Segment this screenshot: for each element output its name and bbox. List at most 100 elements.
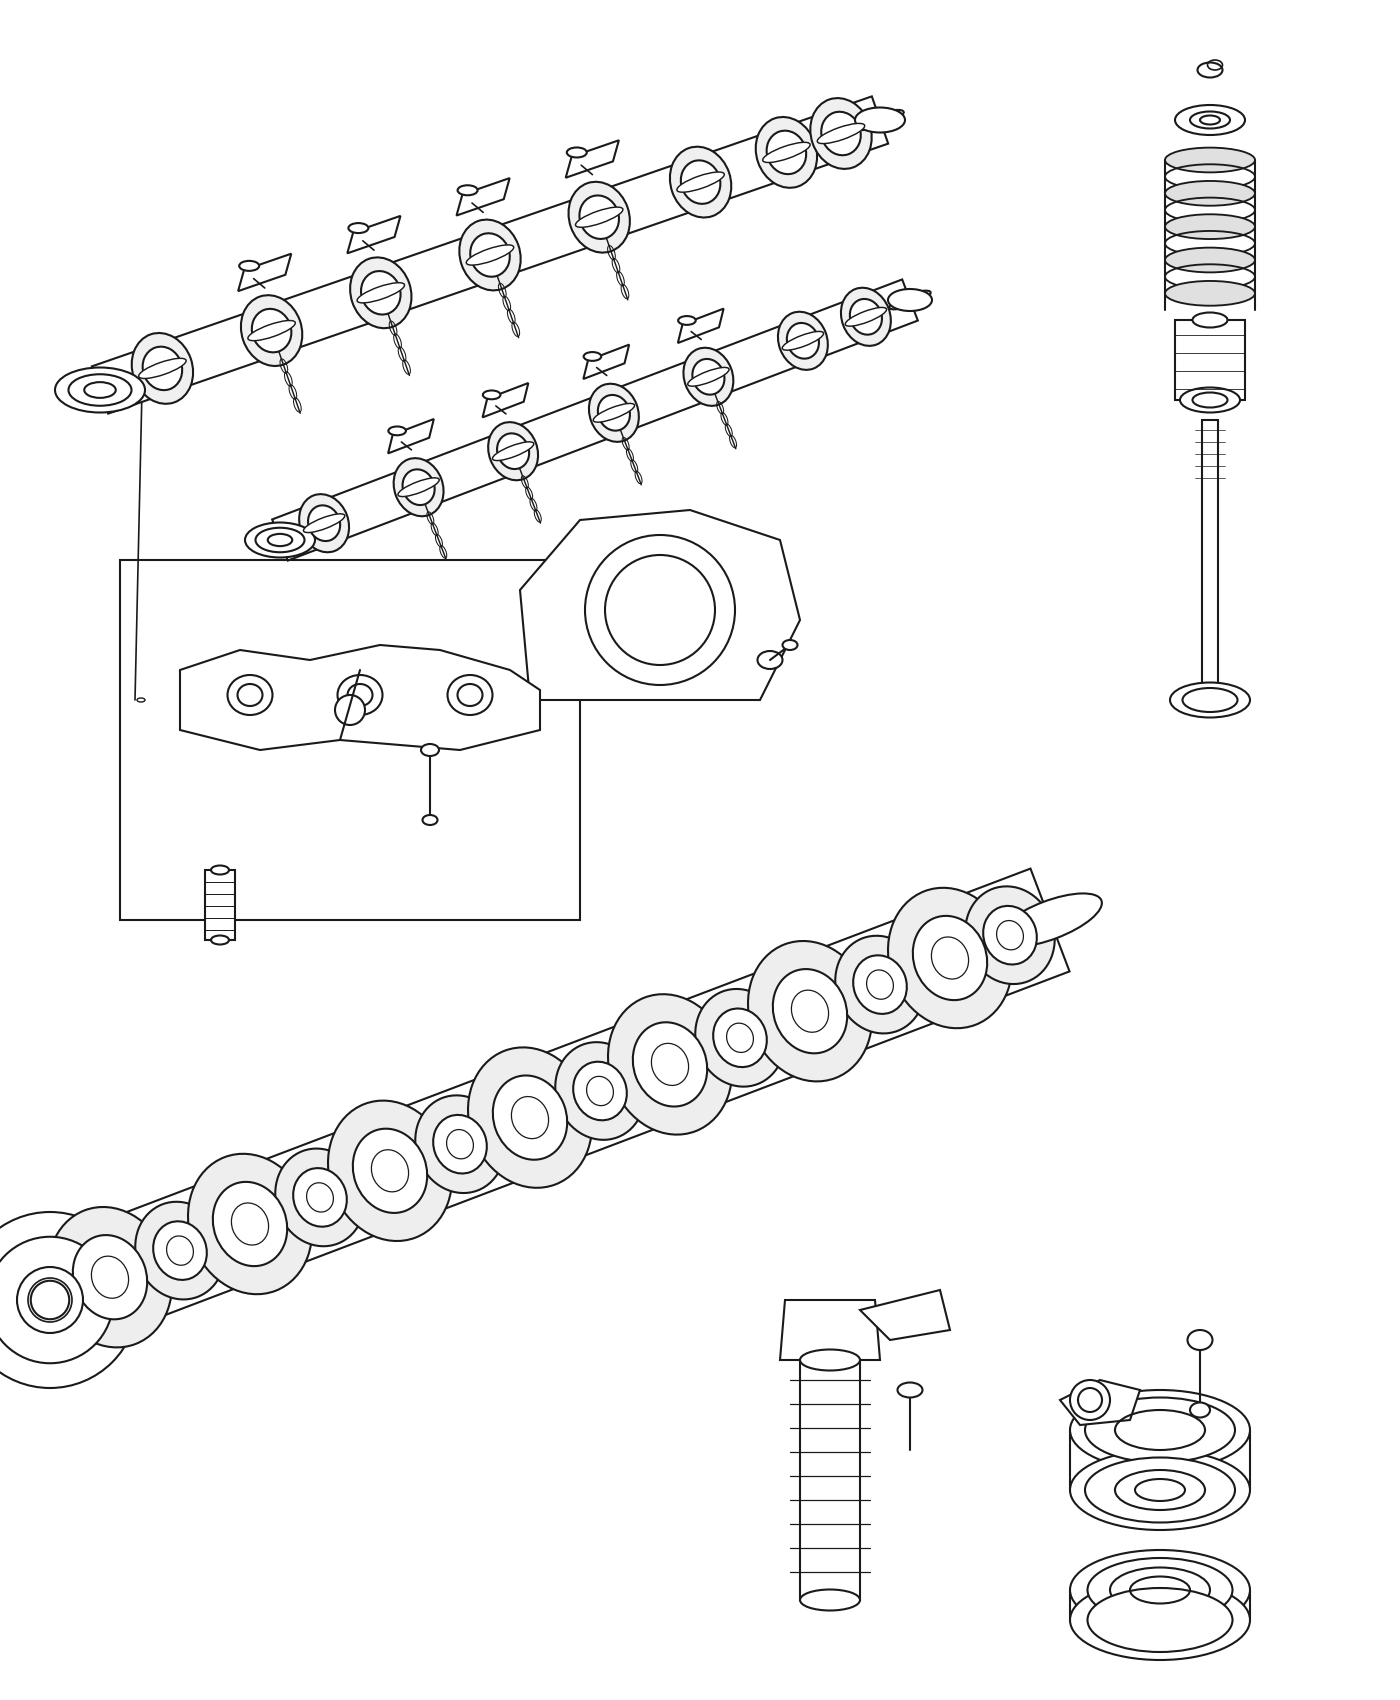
Ellipse shape bbox=[252, 309, 291, 352]
Ellipse shape bbox=[69, 374, 132, 406]
Ellipse shape bbox=[423, 814, 437, 824]
Ellipse shape bbox=[853, 955, 907, 1013]
Ellipse shape bbox=[48, 1207, 172, 1348]
Polygon shape bbox=[92, 97, 888, 413]
Ellipse shape bbox=[0, 1212, 139, 1387]
Ellipse shape bbox=[1070, 1579, 1250, 1659]
Ellipse shape bbox=[1180, 388, 1240, 413]
Ellipse shape bbox=[255, 527, 305, 552]
Ellipse shape bbox=[483, 391, 500, 399]
Ellipse shape bbox=[337, 675, 382, 716]
Ellipse shape bbox=[211, 865, 230, 874]
Ellipse shape bbox=[1197, 63, 1222, 78]
Ellipse shape bbox=[139, 359, 186, 379]
Ellipse shape bbox=[575, 207, 623, 228]
Ellipse shape bbox=[137, 699, 146, 702]
Ellipse shape bbox=[683, 348, 734, 406]
Polygon shape bbox=[584, 345, 629, 379]
Ellipse shape bbox=[248, 321, 295, 340]
Bar bbox=[1175, 320, 1245, 400]
Polygon shape bbox=[238, 253, 291, 291]
Circle shape bbox=[585, 536, 735, 685]
Ellipse shape bbox=[787, 323, 819, 359]
Ellipse shape bbox=[211, 935, 230, 945]
Ellipse shape bbox=[1165, 148, 1254, 172]
Ellipse shape bbox=[965, 886, 1054, 984]
Polygon shape bbox=[31, 869, 1070, 1352]
Ellipse shape bbox=[497, 434, 529, 469]
Ellipse shape bbox=[1070, 1450, 1250, 1530]
Polygon shape bbox=[456, 178, 510, 216]
Ellipse shape bbox=[304, 513, 344, 532]
Ellipse shape bbox=[799, 1350, 860, 1370]
Ellipse shape bbox=[1070, 1550, 1250, 1630]
Ellipse shape bbox=[671, 146, 731, 218]
Ellipse shape bbox=[468, 1047, 592, 1188]
Ellipse shape bbox=[31, 1280, 69, 1319]
Ellipse shape bbox=[1088, 1557, 1232, 1622]
Ellipse shape bbox=[76, 379, 123, 401]
Polygon shape bbox=[483, 382, 528, 418]
Bar bbox=[799, 1360, 860, 1600]
Ellipse shape bbox=[678, 316, 696, 325]
Ellipse shape bbox=[598, 394, 630, 430]
Ellipse shape bbox=[767, 131, 806, 173]
Ellipse shape bbox=[132, 333, 193, 405]
Ellipse shape bbox=[308, 505, 340, 541]
Ellipse shape bbox=[1170, 682, 1250, 717]
Ellipse shape bbox=[783, 639, 798, 649]
Ellipse shape bbox=[589, 384, 638, 442]
Bar bbox=[1203, 420, 1218, 700]
Ellipse shape bbox=[276, 1149, 365, 1246]
Ellipse shape bbox=[573, 1062, 627, 1120]
Ellipse shape bbox=[398, 478, 440, 496]
Ellipse shape bbox=[1165, 180, 1254, 206]
Ellipse shape bbox=[1165, 214, 1254, 240]
Ellipse shape bbox=[713, 1008, 767, 1068]
Ellipse shape bbox=[1088, 1588, 1232, 1652]
Ellipse shape bbox=[1070, 1391, 1250, 1470]
Ellipse shape bbox=[393, 457, 444, 517]
Ellipse shape bbox=[846, 308, 886, 326]
Ellipse shape bbox=[132, 388, 140, 393]
Ellipse shape bbox=[361, 270, 400, 314]
Ellipse shape bbox=[773, 969, 847, 1054]
Ellipse shape bbox=[567, 148, 587, 158]
Ellipse shape bbox=[687, 367, 729, 386]
Ellipse shape bbox=[983, 906, 1037, 964]
Ellipse shape bbox=[693, 359, 724, 394]
Ellipse shape bbox=[1085, 1397, 1235, 1462]
Ellipse shape bbox=[466, 245, 514, 265]
Ellipse shape bbox=[799, 1590, 860, 1610]
Ellipse shape bbox=[756, 117, 818, 187]
Ellipse shape bbox=[357, 282, 405, 303]
Polygon shape bbox=[678, 309, 724, 343]
Ellipse shape bbox=[459, 219, 521, 291]
Ellipse shape bbox=[757, 651, 783, 670]
Ellipse shape bbox=[293, 1168, 347, 1227]
Ellipse shape bbox=[556, 1042, 645, 1139]
Ellipse shape bbox=[889, 291, 931, 309]
Bar bbox=[204, 870, 235, 940]
Ellipse shape bbox=[493, 1076, 567, 1159]
Ellipse shape bbox=[73, 1236, 147, 1319]
Ellipse shape bbox=[1187, 1329, 1212, 1350]
Ellipse shape bbox=[416, 1095, 505, 1193]
Ellipse shape bbox=[421, 745, 440, 756]
Ellipse shape bbox=[1165, 248, 1254, 272]
Polygon shape bbox=[566, 141, 619, 178]
Ellipse shape bbox=[136, 1202, 225, 1299]
Ellipse shape bbox=[17, 1266, 83, 1333]
Ellipse shape bbox=[836, 935, 925, 1034]
Ellipse shape bbox=[1193, 313, 1228, 328]
Ellipse shape bbox=[241, 296, 302, 366]
Ellipse shape bbox=[818, 124, 865, 143]
Ellipse shape bbox=[188, 1154, 312, 1294]
Ellipse shape bbox=[458, 185, 477, 196]
Ellipse shape bbox=[850, 299, 882, 335]
Ellipse shape bbox=[1085, 1457, 1235, 1523]
Ellipse shape bbox=[0, 1238, 113, 1363]
Ellipse shape bbox=[353, 1129, 427, 1212]
Ellipse shape bbox=[778, 311, 827, 371]
Ellipse shape bbox=[822, 112, 861, 155]
